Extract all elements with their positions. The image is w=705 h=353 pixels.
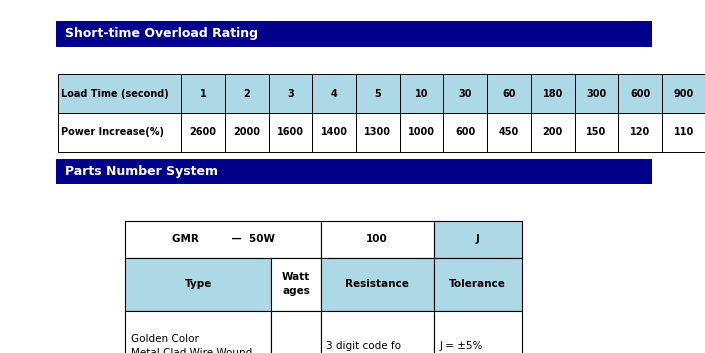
FancyBboxPatch shape	[443, 113, 487, 152]
Text: 450: 450	[499, 127, 519, 137]
Text: Resistance: Resistance	[345, 279, 409, 289]
Text: 600: 600	[630, 89, 650, 98]
FancyBboxPatch shape	[181, 113, 225, 152]
Text: 4: 4	[331, 89, 338, 98]
Text: GMR         —  50W: GMR — 50W	[171, 234, 275, 244]
Text: 30: 30	[458, 89, 472, 98]
Text: 1300: 1300	[364, 127, 391, 137]
FancyBboxPatch shape	[269, 113, 312, 152]
Text: 600: 600	[455, 127, 475, 137]
FancyBboxPatch shape	[125, 221, 321, 258]
Text: 300: 300	[587, 89, 606, 98]
Text: 150: 150	[587, 127, 606, 137]
Text: 1: 1	[200, 89, 207, 98]
Text: 10: 10	[415, 89, 429, 98]
FancyBboxPatch shape	[575, 74, 618, 113]
FancyBboxPatch shape	[321, 258, 434, 311]
FancyBboxPatch shape	[225, 113, 269, 152]
Text: 5: 5	[374, 89, 381, 98]
Text: 180: 180	[543, 89, 563, 98]
FancyBboxPatch shape	[58, 74, 181, 113]
Text: 2: 2	[243, 89, 250, 98]
Text: Tolerance: Tolerance	[449, 279, 506, 289]
Text: 60: 60	[502, 89, 516, 98]
FancyBboxPatch shape	[618, 74, 662, 113]
Text: 1000: 1000	[408, 127, 435, 137]
FancyBboxPatch shape	[400, 113, 443, 152]
FancyBboxPatch shape	[58, 113, 181, 152]
FancyBboxPatch shape	[312, 74, 356, 113]
FancyBboxPatch shape	[271, 311, 321, 353]
Text: 2000: 2000	[233, 127, 260, 137]
FancyBboxPatch shape	[125, 258, 271, 311]
Text: 900: 900	[674, 89, 694, 98]
Text: Watt
ages: Watt ages	[282, 272, 310, 296]
FancyBboxPatch shape	[434, 221, 522, 258]
FancyBboxPatch shape	[400, 74, 443, 113]
FancyBboxPatch shape	[662, 74, 705, 113]
FancyBboxPatch shape	[125, 311, 271, 353]
FancyBboxPatch shape	[312, 113, 356, 152]
Text: 100: 100	[367, 234, 388, 244]
FancyBboxPatch shape	[356, 113, 400, 152]
FancyBboxPatch shape	[434, 258, 522, 311]
FancyBboxPatch shape	[618, 113, 662, 152]
Text: Load Time (second): Load Time (second)	[61, 89, 169, 98]
Text: 3 digit code fo
4 digit code fo: 3 digit code fo 4 digit code fo	[326, 341, 401, 353]
Text: 1400: 1400	[321, 127, 348, 137]
Text: J = ±5%
F= ±1%: J = ±5% F= ±1%	[439, 341, 483, 353]
Text: 120: 120	[630, 127, 650, 137]
Text: 200: 200	[543, 127, 563, 137]
FancyBboxPatch shape	[662, 113, 705, 152]
FancyBboxPatch shape	[575, 113, 618, 152]
FancyBboxPatch shape	[56, 159, 652, 184]
Text: Parts Number System: Parts Number System	[65, 165, 218, 178]
Text: Golden Color
Metal Clad Wire Wound
Resistors: Golden Color Metal Clad Wire Wound Resis…	[131, 334, 252, 353]
FancyBboxPatch shape	[225, 74, 269, 113]
FancyBboxPatch shape	[321, 221, 434, 258]
FancyBboxPatch shape	[443, 74, 487, 113]
Text: Short-time Overload Rating: Short-time Overload Rating	[65, 28, 258, 40]
FancyBboxPatch shape	[531, 113, 575, 152]
FancyBboxPatch shape	[56, 21, 652, 47]
FancyBboxPatch shape	[434, 311, 522, 353]
FancyBboxPatch shape	[356, 74, 400, 113]
Text: Type: Type	[185, 279, 212, 289]
Text: 3: 3	[287, 89, 294, 98]
FancyBboxPatch shape	[271, 258, 321, 311]
Text: 1600: 1600	[277, 127, 304, 137]
Text: J: J	[476, 234, 479, 244]
FancyBboxPatch shape	[487, 113, 531, 152]
Text: 2600: 2600	[190, 127, 216, 137]
FancyBboxPatch shape	[487, 74, 531, 113]
FancyBboxPatch shape	[321, 311, 434, 353]
FancyBboxPatch shape	[181, 74, 225, 113]
Text: 110: 110	[674, 127, 694, 137]
FancyBboxPatch shape	[531, 74, 575, 113]
Text: Power Increase(%): Power Increase(%)	[61, 127, 164, 137]
FancyBboxPatch shape	[269, 74, 312, 113]
